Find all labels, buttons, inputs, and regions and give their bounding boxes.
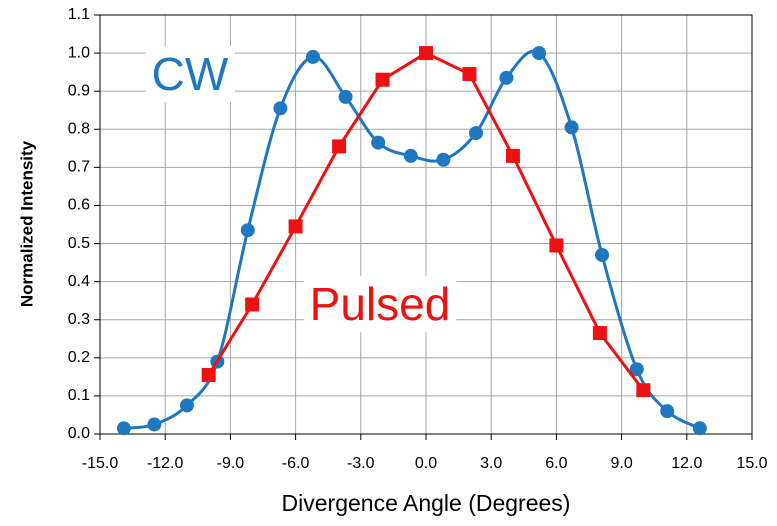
marker	[245, 297, 260, 312]
x-tick-label: -9.0	[217, 455, 245, 472]
marker	[564, 120, 579, 135]
x-tick-label: 12.0	[671, 455, 702, 472]
marker	[305, 49, 320, 64]
x-tick-label: 3.0	[480, 455, 502, 472]
marker	[332, 139, 347, 154]
y-tick-label: 0.0	[68, 425, 90, 442]
y-axis-title: Normalized Intensity	[17, 140, 36, 307]
marker	[532, 46, 547, 61]
marker	[240, 223, 255, 238]
marker	[505, 148, 520, 163]
series-label: CW	[152, 48, 229, 100]
y-tick-label: 0.7	[68, 159, 90, 176]
x-tick-label: -3.0	[347, 455, 375, 472]
y-tick-label: 0.4	[68, 273, 90, 290]
y-tick-label: 1.0	[68, 44, 90, 61]
y-tick-label: 0.8	[68, 120, 90, 137]
marker	[201, 367, 216, 382]
marker	[595, 247, 610, 262]
y-tick-label: 0.1	[68, 387, 90, 404]
marker	[468, 126, 483, 141]
marker	[636, 383, 651, 398]
marker	[419, 46, 433, 61]
marker	[403, 148, 418, 163]
y-tick-label: 1.1	[68, 6, 90, 23]
x-tick-label: -15.0	[82, 455, 119, 472]
series-label-bg	[303, 276, 457, 333]
plot-border	[99, 14, 753, 435]
series-label-bg	[145, 46, 235, 103]
marker	[338, 89, 353, 104]
y-tick-label: 0.3	[68, 311, 90, 328]
x-axis-title: Divergence Angle (Degrees)	[282, 490, 571, 516]
y-tick-label: 0.9	[68, 82, 90, 99]
x-tick-label: 6.0	[545, 455, 567, 472]
marker	[660, 404, 675, 419]
x-tick-label: 9.0	[610, 455, 632, 472]
marker	[179, 398, 194, 413]
y-tick-label: 0.2	[68, 349, 90, 366]
x-tick-label: 15.0	[736, 455, 767, 472]
marker	[147, 417, 162, 432]
x-tick-label: 0.0	[415, 455, 437, 472]
marker	[371, 135, 386, 150]
marker	[549, 238, 564, 253]
marker	[116, 421, 131, 436]
marker	[288, 219, 303, 234]
y-tick-label: 0.5	[68, 235, 90, 252]
marker	[499, 70, 514, 85]
x-tick-label: -6.0	[282, 455, 310, 472]
series-label: Pulsed	[310, 278, 451, 330]
marker	[462, 67, 477, 82]
y-tick-label: 0.6	[68, 197, 90, 214]
marker	[592, 326, 607, 341]
marker	[436, 152, 451, 167]
x-tick-label: -12.0	[147, 455, 184, 472]
marker	[375, 72, 390, 87]
marker	[273, 101, 288, 116]
marker	[629, 362, 644, 377]
marker	[692, 421, 707, 436]
